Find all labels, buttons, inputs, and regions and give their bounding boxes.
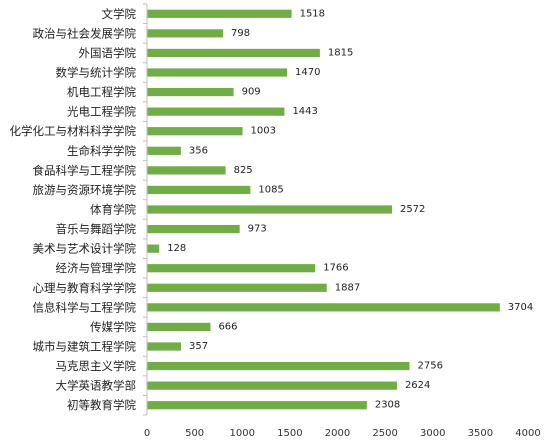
value-label-1: 798 bbox=[231, 28, 250, 39]
value-label-14: 1887 bbox=[335, 282, 360, 293]
value-label-13: 1766 bbox=[323, 263, 348, 274]
category-label-7: 生命科学学院 bbox=[67, 144, 136, 158]
x-tick-label-5: 2500 bbox=[372, 428, 397, 439]
value-label-4: 909 bbox=[242, 87, 261, 98]
x-tick-label-1: 500 bbox=[185, 428, 204, 439]
value-label-10: 2572 bbox=[400, 204, 425, 215]
category-label-10: 体育学院 bbox=[90, 203, 136, 217]
axes-group bbox=[143, 3, 148, 416]
value-label-17: 357 bbox=[189, 341, 208, 352]
value-label-7: 356 bbox=[189, 145, 208, 156]
category-label-5: 光电工程学院 bbox=[67, 105, 136, 119]
category-label-14: 心理与教育科学学院 bbox=[33, 281, 137, 295]
bar-18 bbox=[147, 361, 410, 371]
bar-8 bbox=[147, 166, 226, 175]
bar-3 bbox=[147, 68, 288, 77]
bar-15 bbox=[147, 303, 500, 312]
value-label-15: 3704 bbox=[508, 302, 533, 313]
value-label-12: 128 bbox=[167, 243, 186, 254]
bar-0 bbox=[147, 9, 292, 18]
bar-4 bbox=[147, 87, 234, 97]
bar-13 bbox=[147, 264, 316, 273]
category-label-13: 经济与管理学院 bbox=[56, 261, 137, 275]
category-label-11: 音乐与舞蹈学院 bbox=[56, 222, 137, 236]
category-label-15: 信息科学与工程学院 bbox=[33, 300, 137, 314]
value-label-8: 825 bbox=[234, 165, 253, 176]
x-tick-label-3: 1500 bbox=[277, 428, 302, 439]
value-label-3: 1470 bbox=[295, 67, 320, 78]
category-label-17: 城市与建筑工程学院 bbox=[33, 340, 137, 354]
bar-20 bbox=[147, 401, 367, 410]
category-label-6: 化学化工与材料科学学院 bbox=[10, 124, 137, 138]
value-label-6: 1003 bbox=[251, 126, 276, 137]
bar-14 bbox=[147, 283, 327, 292]
value-label-19: 2624 bbox=[405, 380, 430, 391]
value-label-18: 2756 bbox=[418, 361, 443, 372]
x-tick-label-7: 3500 bbox=[468, 428, 493, 439]
value-label-11: 973 bbox=[248, 224, 267, 235]
category-label-16: 传媒学院 bbox=[90, 320, 136, 334]
bar-7 bbox=[147, 146, 181, 155]
bars-group bbox=[147, 9, 500, 410]
bar-16 bbox=[147, 322, 211, 332]
category-label-9: 旅游与资源环境学院 bbox=[33, 183, 137, 197]
value-label-9: 1085 bbox=[258, 184, 283, 195]
bar-9 bbox=[147, 185, 251, 195]
value-label-16: 666 bbox=[218, 321, 237, 332]
bar-5 bbox=[147, 107, 285, 116]
category-label-20: 初等教育学院 bbox=[67, 398, 136, 412]
category-label-18: 马克思主义学院 bbox=[56, 359, 137, 373]
x-tick-label-0: 0 bbox=[144, 428, 150, 439]
value-label-0: 1518 bbox=[300, 8, 325, 19]
value-label-2: 1815 bbox=[328, 47, 353, 58]
category-label-8: 食品科学与工程学院 bbox=[33, 163, 137, 177]
bar-11 bbox=[147, 224, 240, 234]
x-tick-label-6: 3000 bbox=[420, 428, 445, 439]
bar-6 bbox=[147, 127, 243, 136]
category-label-12: 美术与艺术设计学院 bbox=[33, 242, 137, 256]
category-label-4: 机电工程学院 bbox=[67, 85, 136, 99]
category-label-3: 数学与统计学院 bbox=[56, 66, 137, 80]
bar-2 bbox=[147, 48, 320, 58]
x-tick-label-8: 4000 bbox=[515, 428, 540, 439]
x-tick-label-2: 1000 bbox=[230, 428, 255, 439]
category-label-0: 文学院 bbox=[102, 7, 137, 21]
bar-1 bbox=[147, 29, 224, 38]
value-label-5: 1443 bbox=[292, 106, 317, 117]
category-label-19: 大学英语教学部 bbox=[56, 379, 137, 393]
labels-group: 文学院 1518 政治与社会发展学院 798 外国语学院 1815 数学与统计学院 1470 机… bbox=[10, 7, 541, 439]
bar-10 bbox=[147, 205, 392, 214]
bar-12 bbox=[147, 244, 160, 253]
category-label-1: 政治与社会发展学院 bbox=[33, 26, 137, 40]
value-label-20: 2308 bbox=[375, 400, 400, 411]
bar-19 bbox=[147, 381, 397, 390]
category-label-2: 外国语学院 bbox=[79, 46, 137, 60]
x-tick-label-4: 2000 bbox=[325, 428, 350, 439]
bar-17 bbox=[147, 342, 181, 351]
